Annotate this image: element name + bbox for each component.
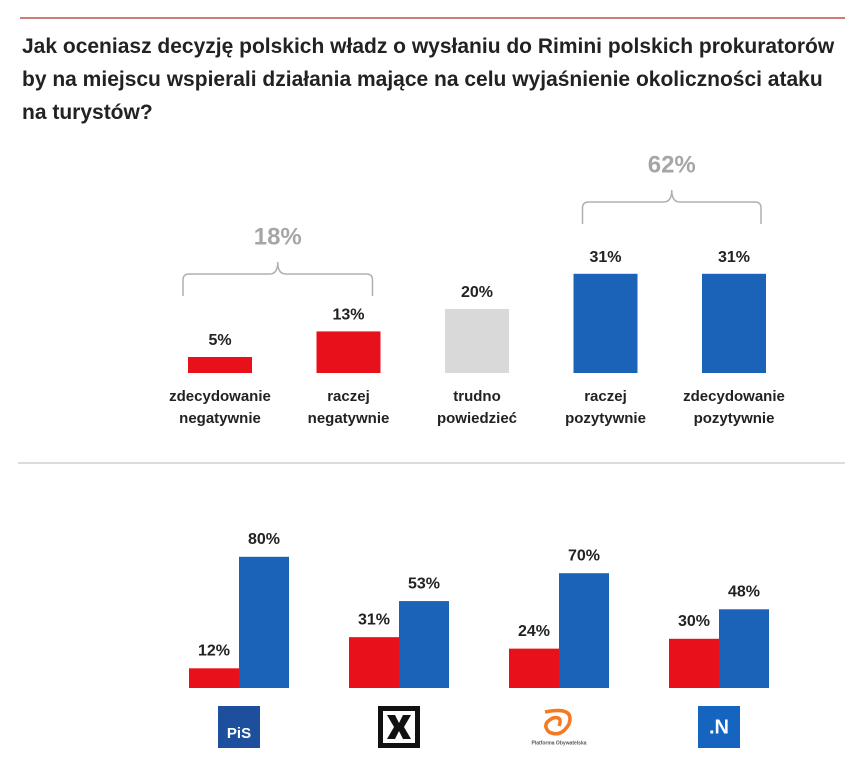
category-label: zdecydowanie negatywnie <box>169 388 271 427</box>
bracket <box>581 189 762 224</box>
value-label: 53% <box>408 575 440 592</box>
category-label: trudno powiedzieć <box>436 388 518 427</box>
bar <box>669 638 719 688</box>
logo <box>218 706 260 748</box>
category-label: raczej pozytywnie <box>565 388 646 427</box>
category-label: PiS <box>227 725 251 742</box>
bar <box>349 637 399 688</box>
value-label: 80% <box>248 531 280 548</box>
bar <box>559 573 609 688</box>
value-label: 30% <box>678 613 710 630</box>
value-label: 31% <box>589 249 621 266</box>
annotation-label: 62% <box>648 151 696 178</box>
value-label: 5% <box>208 332 231 349</box>
bar <box>399 601 449 688</box>
chart-title: Jak oceniasz decyzję polskich władz o wy… <box>22 35 835 124</box>
bar <box>702 273 766 373</box>
bar <box>189 668 239 688</box>
bar <box>573 273 638 373</box>
bar <box>509 648 559 688</box>
bar <box>719 609 769 688</box>
category-label: Platforma Obywatelska <box>531 740 586 746</box>
value-label: 20% <box>461 284 493 301</box>
bar <box>239 556 289 688</box>
annotation-label: 18% <box>254 223 302 250</box>
value-label: 13% <box>332 307 364 324</box>
logo <box>698 706 740 748</box>
logo <box>387 715 411 739</box>
bracket <box>182 261 374 296</box>
value-label: 31% <box>718 249 750 266</box>
value-label: 48% <box>728 583 760 600</box>
category-label: zdecydowanie pozytywnie <box>683 388 785 427</box>
bar <box>188 357 252 373</box>
value-label: 70% <box>568 547 600 564</box>
category-label: .N <box>709 716 729 738</box>
logo <box>544 708 572 736</box>
value-label: 12% <box>198 643 230 660</box>
bar <box>445 309 509 373</box>
value-label: 31% <box>358 611 390 628</box>
value-label: 24% <box>518 623 550 640</box>
bar <box>316 331 381 373</box>
category-label: raczej negatywnie <box>307 388 390 427</box>
